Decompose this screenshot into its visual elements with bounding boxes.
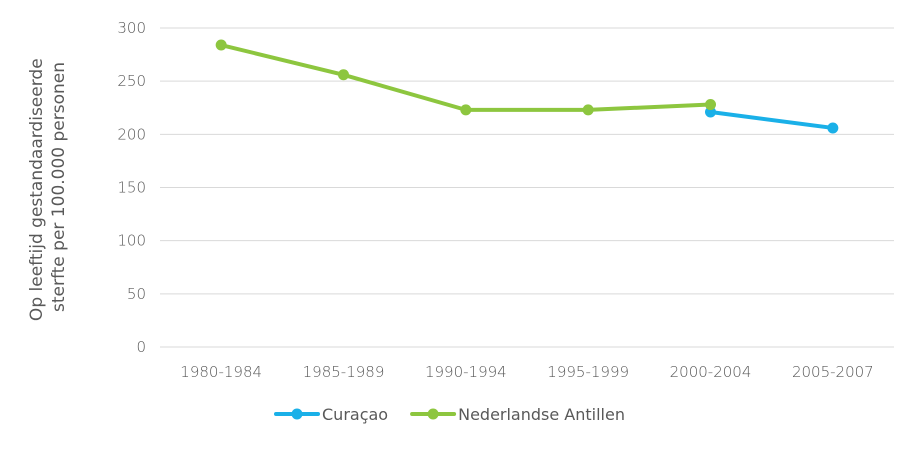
series-lines — [215, 39, 839, 134]
data-point — [705, 99, 716, 111]
x-tick-label: 2005-2007 — [792, 363, 874, 381]
x-tick-label: 1985-1989 — [303, 363, 385, 381]
legend-label: Curaçao — [322, 405, 388, 424]
series-0 — [705, 106, 839, 134]
legend-swatch-marker — [291, 408, 303, 420]
legend-item-0: Curaçao — [274, 405, 388, 424]
y-tick-label: 250 — [117, 72, 146, 90]
gridlines — [160, 27, 894, 348]
data-point — [215, 39, 227, 51]
y-tick-label: 300 — [117, 19, 146, 37]
x-tick-label: 1990-1994 — [425, 363, 507, 381]
y-axis-label-line-2: sterfte per 100.000 personen — [49, 62, 69, 312]
legend-label: Nederlandse Antillen — [458, 405, 625, 424]
data-point — [827, 122, 839, 134]
y-tick-label: 50 — [127, 285, 146, 303]
legend: Curaçao Nederlandse Antillen — [274, 405, 625, 424]
data-point — [460, 104, 472, 116]
x-tick-label: 2000-2004 — [670, 363, 752, 381]
y-tick-labels: 0 50 100 150 200 250 300 — [117, 19, 146, 356]
series-line — [219, 43, 713, 112]
y-axis-label: Op leeftijd gestandaardiseerde sterfte p… — [27, 53, 69, 321]
y-tick-label: 200 — [117, 125, 146, 143]
series-line — [708, 110, 835, 130]
data-point — [582, 104, 594, 116]
x-tick-label: 1995-1999 — [547, 363, 629, 381]
legend-swatch-marker — [427, 408, 439, 420]
y-tick-label: 150 — [117, 179, 146, 197]
x-tick-labels: 1980-1984 1985-1989 1990-1994 1995-1999 2000… — [180, 363, 873, 381]
y-tick-label: 100 — [117, 232, 146, 250]
data-point — [338, 69, 349, 81]
y-axis-label-line-1: Op leeftijd gestandaardiseerde — [27, 58, 47, 321]
x-tick-label: 1980-1984 — [180, 363, 262, 381]
series-1 — [215, 39, 716, 116]
legend-item-1: Nederlandse Antillen — [410, 405, 625, 424]
y-tick-label: 0 — [136, 338, 146, 356]
